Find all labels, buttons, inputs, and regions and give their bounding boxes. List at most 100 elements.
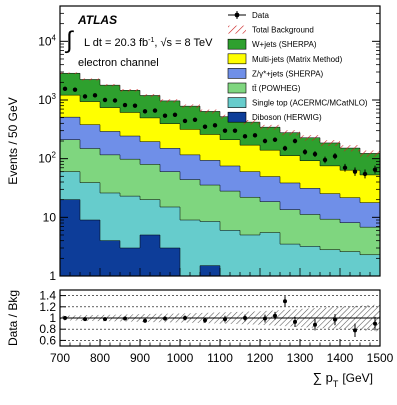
x-tick-label: 1400 [327, 351, 354, 365]
legend-swatch-data [234, 12, 240, 18]
x-tick-label: 800 [90, 351, 110, 365]
legend: Data Total Background W+jets (SHERPA) Multi… [227, 11, 368, 123]
integral-sign: ∫ [64, 27, 74, 54]
data-point [162, 113, 168, 118]
data-point [342, 165, 348, 170]
ratio-y-tick-label: 0.8 [39, 322, 56, 336]
y-tick-label: 1 [49, 269, 56, 283]
ratio-point [223, 317, 227, 322]
y-tick-label: 102 [38, 151, 56, 166]
ratio-point [373, 321, 377, 326]
data-point [372, 167, 378, 172]
data-point [282, 146, 288, 151]
x-tick-label: 1200 [247, 351, 274, 365]
ratio-point [283, 299, 287, 304]
ratio-point [243, 316, 247, 320]
x-tick-label: 1000 [167, 351, 194, 365]
ratio-point [333, 317, 337, 322]
main-y-axis: 1 10 102 103 104 [38, 5, 380, 283]
x-tick-label: 1100 [207, 351, 233, 365]
data-point [262, 138, 268, 144]
data-point [312, 151, 318, 157]
ratio-point [103, 317, 107, 322]
x-tick-label: 1300 [287, 351, 314, 365]
ratio-y-tick-label: 1.4 [39, 289, 56, 303]
legend-swatch-total [228, 25, 246, 34]
data-point [232, 128, 238, 133]
legend-swatch-zjets [227, 68, 247, 79]
ratio-point [163, 316, 167, 321]
legend-swatch-diboson [227, 111, 247, 123]
ratio-point [183, 316, 187, 320]
data-point [192, 117, 198, 122]
x-axis-label: ∑ pT [GeV] [313, 370, 373, 389]
y-tick-label: 103 [38, 92, 56, 107]
ratio-panel: 0.60.811.21.4 700 800 900 1000 1100 1200 1300 1… [6, 289, 394, 389]
x-tick-label: 1500 [367, 351, 394, 365]
ratio-point [203, 318, 207, 323]
y-tick-label: 104 [38, 33, 56, 48]
stacked-histogram [59, 72, 381, 277]
ratio-point [273, 313, 277, 318]
data-points [62, 86, 378, 179]
data-point [72, 87, 78, 92]
ratio-y-label: Data / Bkg [6, 290, 20, 346]
main-panel: 1 10 102 103 104 Events / 50 GeV ATLAS ∫ L d… [6, 5, 381, 283]
legend-label-singletop: Single top (ACERMC/MCatNLO) [252, 99, 368, 108]
legend-label-ttbar: tt̄ (POWHEG) [252, 84, 301, 93]
channel-label: electron channel [78, 57, 159, 69]
legend-swatch-ttbar [227, 82, 247, 94]
main-x-ticks [59, 268, 381, 276]
legend-swatch-wjets [227, 38, 247, 50]
data-point [102, 97, 108, 103]
ratio-point [293, 319, 297, 324]
legend-label-data: Data [252, 11, 269, 20]
legend-swatch-singletop [227, 97, 247, 108]
ratio-point [83, 317, 87, 322]
data-point [122, 102, 128, 108]
y-tick-label: 10 [43, 210, 57, 224]
legend-swatch-multijet [227, 53, 247, 65]
experiment-label: ATLAS [77, 13, 117, 27]
data-point [212, 123, 218, 128]
data-point [202, 124, 208, 129]
ratio-point [313, 322, 317, 327]
ratio-y-tick-label: 1.2 [39, 300, 56, 314]
total-background-band [60, 72, 380, 157]
data-point [222, 128, 228, 133]
x-tick-label: 900 [130, 351, 150, 365]
ratio-point [263, 316, 267, 321]
legend-label-multijet: Multi-jets (Matrix Method) [252, 55, 343, 64]
legend-label-wjets: W+jets (SHERPA) [252, 40, 317, 49]
data-point [92, 93, 98, 98]
data-point [242, 134, 248, 139]
data-point [302, 149, 308, 155]
data-point [352, 169, 358, 174]
ratio-data-points [63, 296, 377, 338]
main-y-label: Events / 50 GeV [6, 97, 20, 184]
data-point [152, 108, 158, 113]
ratio-point [143, 318, 147, 323]
data-point [292, 138, 298, 144]
data-point [322, 157, 328, 163]
ratio-y-tick-label: 1 [49, 311, 56, 325]
data-point [272, 137, 278, 142]
luminosity-label: L dt = 20.3 fb-1, √s = 8 TeV [84, 37, 213, 49]
legend-label-total: Total Background [252, 26, 314, 35]
legend-label-diboson: Diboson (HERWIG) [252, 113, 322, 122]
ratio-point [123, 316, 127, 321]
data-point [362, 171, 368, 177]
data-point [82, 94, 88, 99]
x-tick-label: 700 [50, 351, 70, 365]
data-point [112, 98, 118, 103]
ratio-x-axis: 700 800 900 1000 1100 1200 1300 1400 1500 [50, 339, 394, 365]
data-point [182, 118, 188, 124]
data-point [132, 103, 138, 108]
data-point [172, 112, 178, 117]
data-point [332, 154, 338, 159]
legend-label-zjets: Z/γ*+jets (SHERPA) [252, 69, 324, 78]
data-point [142, 109, 148, 114]
data-point [252, 133, 258, 138]
